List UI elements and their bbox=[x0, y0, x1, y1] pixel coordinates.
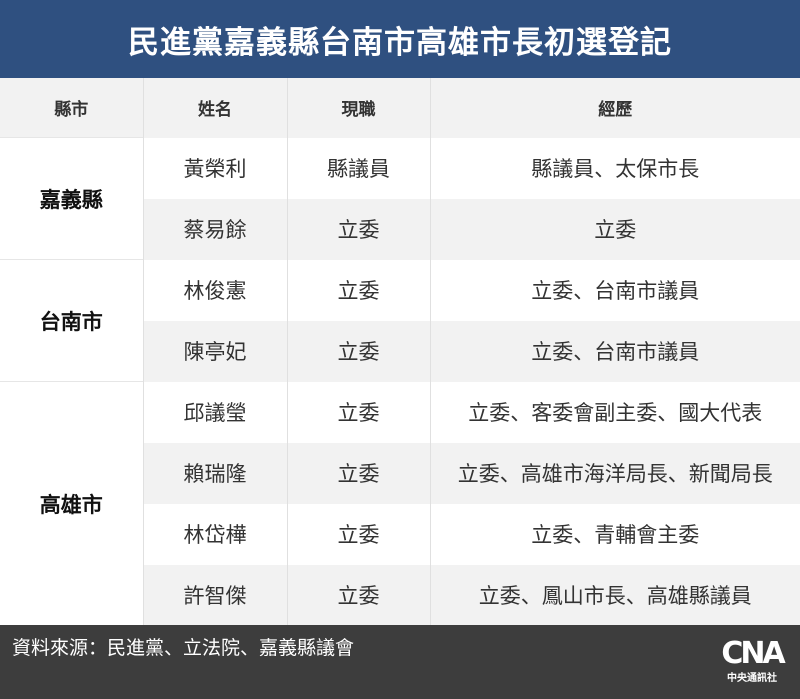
table-row: 蔡易餘 立委 立委 bbox=[0, 198, 800, 260]
table-row: 台南市 林俊憲 立委 立委、台南市議員 bbox=[0, 259, 800, 382]
name-cell: 賴瑞隆 bbox=[142, 442, 287, 504]
name-cell: 黃榮利 bbox=[142, 137, 287, 199]
table-row: 賴瑞隆 立委 立委、高雄市海洋局長、新聞局長 bbox=[0, 442, 800, 504]
table-row: 嘉義縣 黃榮利 縣議員 縣議員、太保市長 bbox=[0, 137, 800, 260]
header-county: 縣市 bbox=[0, 78, 143, 138]
experience-cell: 立委、青輔會主委 bbox=[429, 503, 800, 565]
table-row: 林岱樺 立委 立委、青輔會主委 bbox=[0, 503, 800, 565]
name-cell: 蔡易餘 bbox=[142, 198, 287, 260]
cna-logo: CNA 中央通訊社 bbox=[720, 636, 785, 685]
cna-logo-mark: CNA bbox=[721, 636, 785, 671]
county-cell: 高雄市 bbox=[0, 381, 143, 626]
experience-cell: 立委、台南市議員 bbox=[429, 259, 800, 321]
name-cell: 林俊憲 bbox=[142, 259, 287, 321]
header-name: 姓名 bbox=[142, 78, 287, 138]
footer: 資料來源：民進黨、立法院、嘉義縣議會 CNA 中央通訊社 bbox=[0, 625, 800, 699]
county-cell: 台南市 bbox=[0, 259, 143, 382]
position-cell: 縣議員 bbox=[286, 137, 430, 199]
cna-logo-text: 中央通訊社 bbox=[727, 673, 777, 684]
position-cell: 立委 bbox=[286, 198, 430, 260]
table-header-row: 縣市 姓名 現職 經歷 bbox=[0, 78, 800, 138]
table-row: 陳亭妃 立委 立委、台南市議員 bbox=[0, 320, 800, 382]
name-cell: 許智傑 bbox=[142, 564, 287, 626]
header-position: 現職 bbox=[286, 78, 430, 138]
experience-cell: 立委、客委會副主委、國大代表 bbox=[429, 381, 800, 443]
experience-cell: 立委、鳳山市長、高雄縣議員 bbox=[429, 564, 800, 626]
table-row: 高雄市 邱議瑩 立委 立委、客委會副主委、國大代表 bbox=[0, 381, 800, 626]
position-cell: 立委 bbox=[286, 442, 430, 504]
name-cell: 邱議瑩 bbox=[142, 381, 287, 443]
experience-cell: 立委 bbox=[429, 198, 800, 260]
header-experience: 經歷 bbox=[429, 78, 800, 138]
name-cell: 林岱樺 bbox=[142, 503, 287, 565]
experience-cell: 縣議員、太保市長 bbox=[429, 137, 800, 199]
source-note: 資料來源：民進黨、立法院、嘉義縣議會 bbox=[12, 637, 355, 659]
position-cell: 立委 bbox=[286, 381, 430, 443]
name-cell: 陳亭妃 bbox=[142, 320, 287, 382]
county-cell: 嘉義縣 bbox=[0, 137, 143, 260]
candidates-table: 縣市 姓名 現職 經歷 嘉義縣 黃榮利 縣議員 縣議員、太保市長 蔡易餘 立委 立委 台南市林… bbox=[0, 78, 800, 626]
position-cell: 立委 bbox=[286, 320, 430, 382]
position-cell: 立委 bbox=[286, 259, 430, 321]
experience-cell: 立委、台南市議員 bbox=[429, 320, 800, 382]
position-cell: 立委 bbox=[286, 503, 430, 565]
experience-cell: 立委、高雄市海洋局長、新聞局長 bbox=[429, 442, 800, 504]
position-cell: 立委 bbox=[286, 564, 430, 626]
table-row: 許智傑 立委 立委、鳳山市長、高雄縣議員 bbox=[0, 564, 800, 626]
page-title: 民進黨嘉義縣台南市高雄市長初選登記 bbox=[0, 0, 800, 78]
